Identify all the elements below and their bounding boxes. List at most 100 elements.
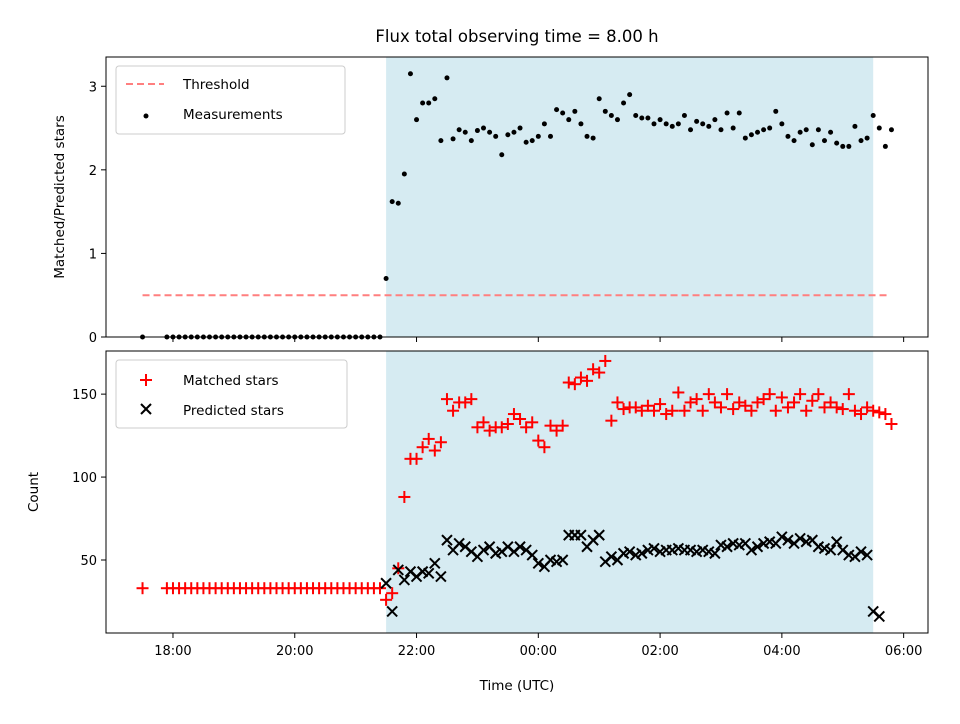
matched-stars-point xyxy=(745,404,758,417)
matched-stars-point xyxy=(696,404,709,417)
measurements-point xyxy=(560,110,566,116)
predicted-stars-point xyxy=(623,546,636,558)
x-tick-label: 20:00 xyxy=(276,644,313,659)
legend-predicted-label: Predicted stars xyxy=(183,403,284,419)
matched-stars-point xyxy=(526,416,539,429)
predicted-stars-point xyxy=(423,567,435,579)
matched-stars-point xyxy=(440,393,453,406)
matched-stars-point xyxy=(410,452,423,465)
matched-stars-point xyxy=(842,388,855,401)
legend-threshold-label: Threshold xyxy=(182,77,250,93)
matched-stars-point xyxy=(672,386,685,399)
measurements-point xyxy=(828,129,834,135)
measurements-point xyxy=(493,133,499,139)
measurements-point xyxy=(481,125,487,131)
ratio-panel-frame xyxy=(105,56,929,338)
predicted-stars-point xyxy=(721,541,733,553)
measurements-point xyxy=(724,110,730,116)
measurements-point xyxy=(383,275,389,281)
chart-title: Flux total observing time = 8.00 h xyxy=(375,27,658,46)
predicted-stars-point xyxy=(575,529,587,541)
ratio-panel-ytick-label: 2 xyxy=(89,164,97,179)
measurements-point xyxy=(791,138,797,144)
x-tick-label: 02:00 xyxy=(641,644,678,659)
matched-stars-point xyxy=(660,408,673,421)
matched-stars-point xyxy=(593,366,606,379)
predicted-stars-point xyxy=(532,557,545,570)
predicted-stars-point xyxy=(605,550,618,563)
ratio-panel-ytick-label: 0 xyxy=(89,331,97,346)
measurements-point xyxy=(712,117,718,123)
measurements-point xyxy=(773,108,779,114)
measurements-point xyxy=(389,199,395,205)
measurements-point xyxy=(627,92,633,98)
matched-stars-point xyxy=(574,371,587,384)
count-panel-ytick-label: 50 xyxy=(80,554,97,569)
matched-stars-point xyxy=(136,582,149,595)
matched-stars-point xyxy=(428,444,441,457)
matched-stars-point xyxy=(648,404,660,417)
matched-stars-point xyxy=(733,396,746,409)
matched-stars-point xyxy=(781,401,794,414)
measurements-point xyxy=(663,121,669,127)
ratio-panel-ytick-label: 3 xyxy=(89,80,97,95)
measurements-point xyxy=(694,118,700,124)
matched-stars-point xyxy=(568,378,581,391)
matched-stars-point xyxy=(690,393,703,406)
matched-stars-point xyxy=(879,408,892,421)
predicted-stars-point xyxy=(745,544,758,556)
measurements-point xyxy=(755,129,761,135)
measurements-point xyxy=(718,127,724,133)
x-tick-label: 04:00 xyxy=(763,644,800,659)
matched-stars-point xyxy=(684,396,697,409)
matched-stars-point xyxy=(605,414,618,427)
matched-stars-point xyxy=(806,394,819,407)
measurements-point xyxy=(785,133,791,139)
measurements-point xyxy=(797,129,803,135)
matched-stars-point xyxy=(550,424,563,437)
measurements-point xyxy=(748,132,754,138)
measurements-point xyxy=(590,135,596,141)
matched-stars-point xyxy=(587,363,600,376)
measurements-point xyxy=(462,129,468,135)
measurements-point xyxy=(858,138,864,144)
measurements-point xyxy=(499,152,505,158)
matched-stars-point xyxy=(495,421,508,434)
measurements-point xyxy=(639,115,645,121)
measurements-point xyxy=(608,113,614,119)
measurements-point xyxy=(888,127,894,133)
count-panel: 18:00 20:00 22:00 00:00 02:00 04:00 06:00 50 10… xyxy=(26,350,929,659)
matched-stars-point xyxy=(581,374,594,387)
measurements-point xyxy=(572,108,578,114)
predicted-stars-point xyxy=(648,542,660,555)
x-tick-label: 18:00 xyxy=(154,644,191,659)
count-panel-frame xyxy=(105,350,929,634)
matched-stars-point xyxy=(398,490,411,503)
measurements-point xyxy=(596,96,602,102)
predicted-stars-point xyxy=(830,536,843,548)
predicted-stars-point xyxy=(873,610,885,623)
count-panel-ytick-label: 100 xyxy=(72,471,97,486)
legend-measurements-label: Measurements xyxy=(183,107,283,123)
matched-stars-point xyxy=(769,404,782,417)
x-tick-label: 22:00 xyxy=(398,644,435,659)
measurements-point xyxy=(645,115,651,121)
measurements-point xyxy=(407,71,413,77)
count-panel-legend-box xyxy=(115,359,348,429)
matched-stars-point xyxy=(775,391,788,404)
measurements-point xyxy=(651,121,657,127)
matched-stars-point xyxy=(867,404,880,417)
measurements-point xyxy=(414,117,420,123)
measurements-point xyxy=(809,142,815,148)
measurements-point xyxy=(700,121,706,127)
count-panel-ytick-label: 150 xyxy=(72,388,97,403)
predicted-stars-point xyxy=(776,531,788,543)
ratio-panel-ylabel: Matched/Predicted stars xyxy=(52,115,68,278)
predicted-stars-point xyxy=(855,546,867,558)
measurements-point xyxy=(681,113,687,119)
matched-stars-point xyxy=(727,403,740,416)
measurements-point xyxy=(487,129,493,135)
measurements-point xyxy=(730,125,736,131)
measurements-point xyxy=(505,132,511,138)
measurements-point xyxy=(401,171,407,177)
